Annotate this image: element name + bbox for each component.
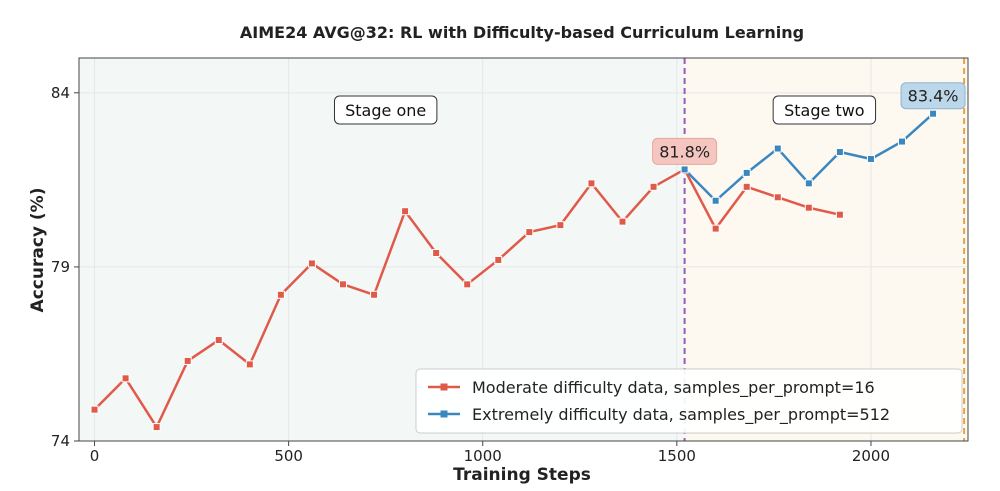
y-tick-label: 74 [51,432,70,450]
x-tick-label: 1000 [464,447,502,465]
legend-label: Extremely difficulty data, samples_per_p… [472,405,890,425]
callout-final-peak-label: 83.4% [908,87,959,106]
series-0-point [307,259,316,268]
callout-stage-one-peak-label: 81.8% [659,142,710,161]
x-axis-ticks: 0 500 1000 1500 2000 [90,441,890,465]
legend: Moderate difficulty data, samples_per_pr… [415,368,963,434]
series-0-point [649,182,658,191]
stage-labels: Stage one Stage two [333,95,877,125]
stage-two-label-box [772,95,877,125]
series-1-point [835,148,844,157]
chart-title: AIME24 AVG@32: RL with Difficulty-based … [240,23,804,42]
x-tick-label: 1500 [658,447,696,465]
legend-box [415,368,963,434]
series-1-point [866,154,875,163]
series-0-point [432,248,441,257]
series-1-point [742,168,751,177]
plot-area: 81.8% 83.4% Stage one Stage two [79,58,968,442]
series-1-point [898,137,907,146]
legend-label: Moderate difficulty data, samples_per_pr… [472,378,875,398]
series-0-point [90,405,99,414]
stage-one-label: Stage one [345,101,426,120]
series-0-point [276,290,285,299]
series-0-point [835,210,844,219]
stage-one-label-box [333,95,438,125]
reference-lines [683,58,966,441]
series-1-point [929,109,938,118]
series-0-point [494,255,503,264]
x-axis-label: Training Steps [453,465,591,485]
x-tick-label: 500 [274,447,303,465]
y-tick-label: 84 [51,84,70,102]
series-0-point [152,423,161,432]
series-0-point [370,290,379,299]
y-axis-ticks: 74 79 84 [51,84,79,450]
series-0-point [773,193,782,202]
series-0-point [556,221,565,230]
x-tick-label: 2000 [852,447,890,465]
series-0-point [338,280,347,289]
series-1-point [680,165,689,174]
plot-frame [78,57,969,442]
legend-swatch-marker [440,410,448,418]
series-0-point [742,182,751,191]
series-0-point [121,374,130,383]
callouts: 81.8% 83.4% [652,82,966,165]
series-1-point [804,179,813,188]
callout-stage-one-peak-box [652,137,718,165]
y-axis-label: Accuracy (%) [28,188,48,313]
series-0-point [804,203,813,212]
series-0-point [711,224,720,233]
series-0-point [401,207,410,216]
stage-two-label: Stage two [784,101,864,120]
y-tick-label: 79 [51,258,70,276]
series-0-point [245,360,254,369]
series-0-point [183,356,192,365]
series-0-point [525,228,534,237]
series-0-point [463,280,472,289]
callout-final-peak-box [900,82,966,110]
series-1-point [711,196,720,205]
series-0-point [618,217,627,226]
x-tick-label: 0 [90,447,100,465]
legend-swatch-marker [440,383,448,391]
series-0-point [214,336,223,345]
series-1-point [773,144,782,153]
series-0-point [587,179,596,188]
data-series [90,109,938,432]
